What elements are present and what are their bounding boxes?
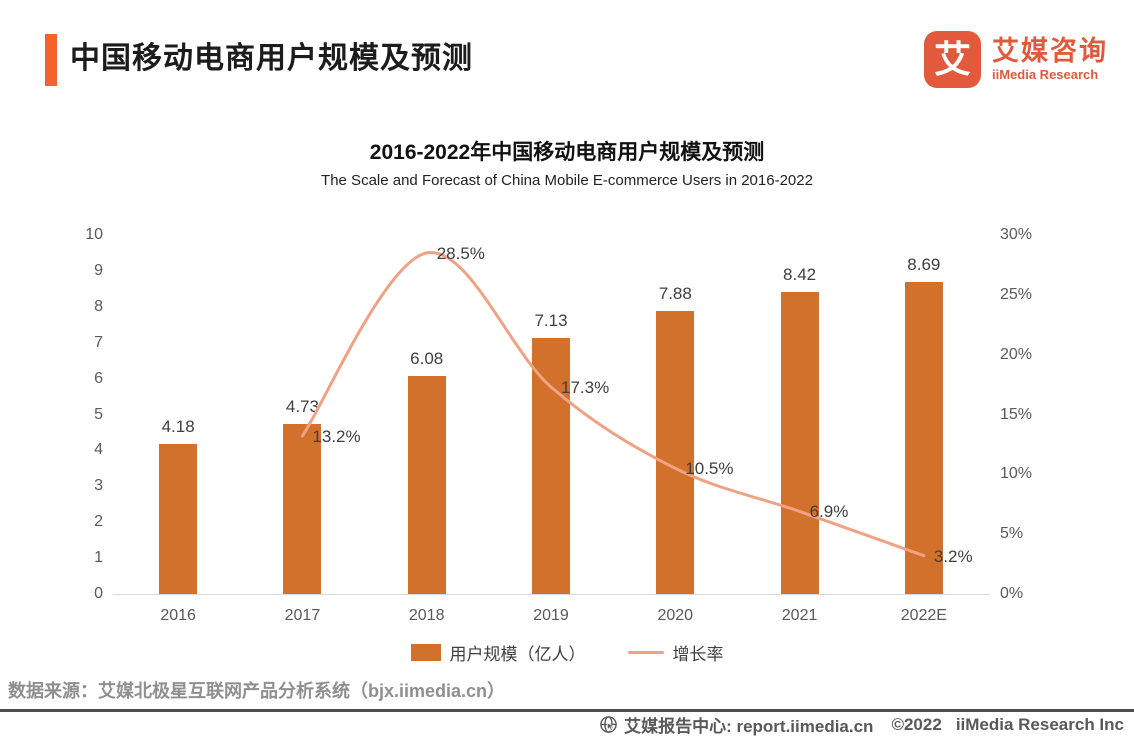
chart-title: 2016-2022年中国移动电商用户规模及预测 [369,141,765,164]
bar-value-label: 4.73 [285,397,319,417]
y-axis-tick-left: 5 [94,405,103,423]
bar-value-label: 6.08 [410,348,444,368]
y-axis-tick-left: 0 [94,585,103,602]
x-axis-label: 2017 [284,607,321,624]
bar [780,291,819,594]
x-axis-label: 2018 [408,607,445,624]
growth-point-label: 17.3% [561,377,610,397]
bar-value-label: 8.42 [783,264,817,284]
bar [159,443,198,594]
x-axis-label: 2016 [160,607,196,624]
y-axis-tick-left: 10 [85,226,103,243]
legend-bar-swatch [410,644,441,661]
growth-point-label: 6.9% [809,502,849,522]
x-axis-label: 2019 [533,607,569,624]
growth-point-label: 10.5% [685,459,734,479]
y-axis-tick-left: 6 [94,369,103,387]
brand-logo: 艾 艾媒咨询 iiMedia Research [924,31,1108,88]
company-text: iiMedia Research Inc [955,714,1124,734]
growth-point-label: 28.5% [436,243,485,263]
y-axis-tick-right: 25% [1000,285,1033,303]
y-axis-tick-right: 15% [1000,405,1033,423]
y-axis-tick-left: 1 [94,549,103,567]
legend-line-label: 增长率 [672,645,724,664]
y-axis-tick-left: 2 [94,513,103,531]
growth-point-label: 13.2% [312,427,361,447]
page-title: 中国移动电商用户规模及预测 [70,42,473,75]
x-axis-line [113,594,990,595]
report-center-text: 艾媒报告中心: report.iimedia.cn [624,717,874,736]
legend-bar-label: 用户规模（亿人） [449,645,586,664]
bar [283,424,322,594]
globe-cursor-icon [599,715,618,734]
brand-logo-icon: 艾 [924,31,981,88]
copyright-text: ©2022 [891,714,942,734]
bar-value-label: 7.13 [534,311,568,331]
x-axis-label: 2021 [781,607,818,624]
y-axis-tick-left: 9 [94,261,103,279]
y-axis-tick-right: 5% [1000,525,1024,543]
brand-name-cn: 艾媒咨询 [992,35,1108,66]
legend-line-swatch [627,651,664,654]
bar [656,311,695,594]
x-axis-label: 2020 [657,607,694,624]
y-axis-tick-right: 30% [1000,226,1033,243]
brand-logo-text: 艾媒咨询 iiMedia Research [992,35,1108,83]
x-axis-label: 2022E [900,607,947,624]
brand-logo-glyph: 艾 [934,39,971,80]
chart-subtitle: The Scale and Forecast of China Mobile E… [321,172,813,189]
bar [407,375,446,594]
title-accent-bar [45,34,57,86]
bar-value-label: 8.69 [907,255,941,275]
bar-value-label: 7.88 [658,284,692,304]
bar [532,338,570,594]
y-axis-tick-right: 10% [1000,465,1033,483]
chart-legend: 用户规模（亿人） 增长率 [0,640,1134,665]
y-axis-tick-left: 8 [94,297,103,315]
y-axis-tick-right: 20% [1000,345,1033,363]
brand-name-en: iiMedia Research [992,67,1099,83]
y-axis-tick-left: 7 [94,333,103,351]
data-source-note: 数据来源：艾媒北极星互联网产品分析系统（bjx.iimedia.cn） [8,681,506,701]
bottom-bar: 艾媒报告中心: report.iimedia.cn ©2022 iiMedia … [0,709,1134,737]
bar-value-label: 4.18 [161,416,195,436]
y-axis-tick-left: 3 [94,477,103,495]
y-axis-tick-left: 4 [94,441,103,459]
growth-point-label: 3.2% [933,546,973,566]
y-axis-tick-right: 0% [1000,585,1024,602]
